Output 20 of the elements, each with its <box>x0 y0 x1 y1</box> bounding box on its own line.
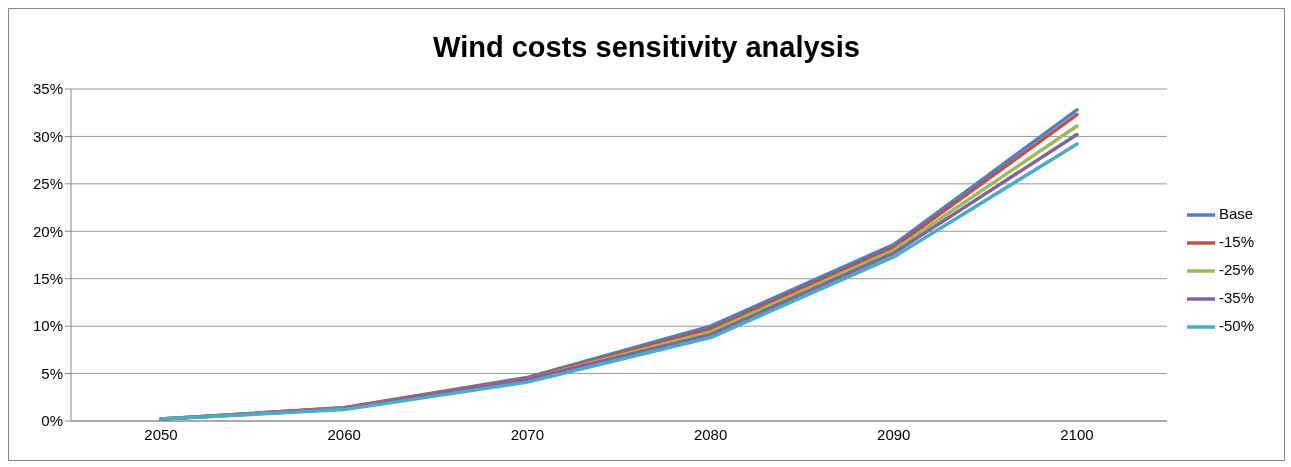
y-tick-label: 15% <box>32 270 63 288</box>
x-tick-label: 2090 <box>877 425 911 443</box>
y-tick-label: 10% <box>32 317 63 335</box>
x-tick-label: 2080 <box>693 425 728 443</box>
y-tick-label: 5% <box>41 364 63 382</box>
legend-label: -25% <box>1218 260 1254 278</box>
legend-label: -50% <box>1218 317 1254 335</box>
legend-label: -15% <box>1218 232 1254 250</box>
y-tick-label: 0% <box>41 412 63 430</box>
legend-label: -35% <box>1218 289 1254 307</box>
y-tick-label: 35% <box>32 80 63 98</box>
y-tick-label: 30% <box>32 127 63 145</box>
y-tick-label: 25% <box>32 175 63 193</box>
y-tick-label: 20% <box>32 222 63 240</box>
legend-label: Base <box>1218 204 1254 222</box>
x-tick-label: 2070 <box>510 425 545 443</box>
x-tick-label: 2100 <box>1060 425 1094 443</box>
chart-title: Wind costs sensitivity analysis <box>432 31 861 65</box>
x-tick-label: 2050 <box>144 425 178 443</box>
x-tick-label: 2060 <box>327 425 361 443</box>
